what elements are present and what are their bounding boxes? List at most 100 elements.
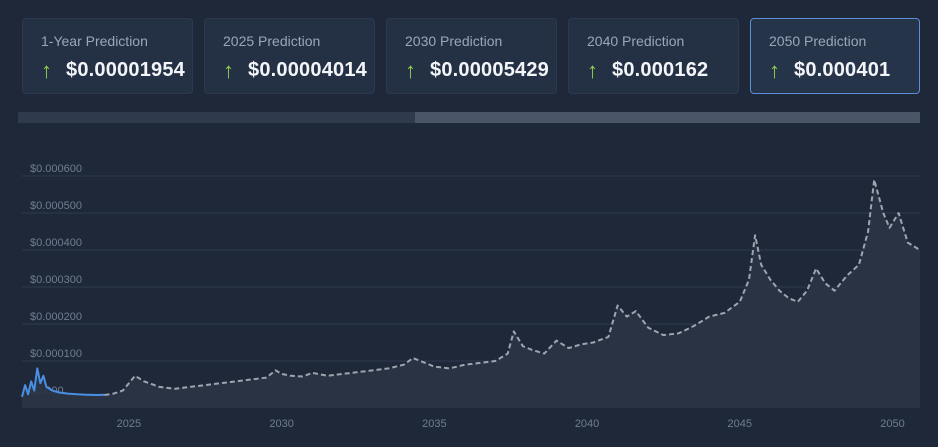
data-point <box>250 379 252 381</box>
y-tick-label: $0.000100 <box>30 348 82 360</box>
card-label: 2030 Prediction <box>405 33 503 49</box>
prediction-card-1-year[interactable]: 1-Year Prediction ↑ $0.00001954 <box>22 18 193 94</box>
data-point <box>42 375 44 377</box>
data-point <box>739 301 741 303</box>
card-value: $0.000162 <box>612 59 709 81</box>
data-point <box>635 310 637 312</box>
data-point <box>265 377 267 379</box>
card-value: $0.00004014 <box>248 59 367 81</box>
data-point <box>326 375 328 377</box>
card-value: $0.00001954 <box>66 59 185 81</box>
data-point <box>412 357 414 359</box>
data-point <box>824 282 826 284</box>
card-label: 2040 Prediction <box>587 33 685 49</box>
up-arrow-icon: ↑ <box>405 57 416 83</box>
data-point <box>626 316 628 318</box>
data-point <box>769 279 771 281</box>
y-tick-label: $0.000500 <box>30 200 82 212</box>
data-point <box>708 316 710 318</box>
area-fill <box>22 179 920 407</box>
data-point <box>531 349 533 351</box>
prediction-cards: 1-Year Prediction ↑ $0.00001954 2025 Pre… <box>22 18 920 96</box>
x-tick-label: 2025 <box>117 418 141 430</box>
historical-price-line <box>21 367 105 398</box>
data-point <box>797 301 799 303</box>
data-point <box>513 330 515 332</box>
data-point <box>122 390 124 392</box>
prediction-card-2050[interactable]: 2050 Prediction ↑ $0.000401 <box>750 18 920 94</box>
data-point <box>189 386 191 388</box>
data-point <box>158 386 160 388</box>
data-point <box>424 362 426 364</box>
data-point <box>134 375 136 377</box>
data-point <box>858 264 860 266</box>
up-arrow-icon: ↑ <box>223 57 234 83</box>
data-point <box>647 327 649 329</box>
data-point <box>403 364 405 366</box>
data-point <box>479 362 481 364</box>
card-label: 1-Year Prediction <box>41 33 148 49</box>
data-point <box>662 334 664 336</box>
card-value: $0.00005429 <box>430 59 549 81</box>
data-point <box>174 388 176 390</box>
data-point <box>556 340 558 342</box>
data-point <box>103 394 105 396</box>
data-point <box>311 372 313 374</box>
data-point <box>449 367 451 369</box>
data-point <box>433 366 435 368</box>
data-point <box>907 242 909 244</box>
data-point <box>290 375 292 377</box>
data-point <box>592 342 594 344</box>
x-tick-label: 2050 <box>880 418 904 430</box>
data-point <box>76 393 78 395</box>
data-point <box>754 234 756 236</box>
prediction-card-2025[interactable]: 2025 Prediction ↑ $0.00004014 <box>204 18 375 94</box>
data-point <box>607 336 609 338</box>
data-point <box>113 393 115 395</box>
data-point <box>760 264 762 266</box>
data-point <box>867 231 869 233</box>
data-point <box>678 332 680 334</box>
data-point <box>568 347 570 349</box>
data-point <box>507 353 509 355</box>
data-point <box>45 386 47 388</box>
data-point <box>52 390 54 392</box>
y-tick-label: $0.000200 <box>30 311 82 323</box>
card-value: $0.000401 <box>794 59 891 81</box>
prediction-card-2040[interactable]: 2040 Prediction ↑ $0.000162 <box>568 18 739 94</box>
data-point <box>128 382 130 384</box>
data-point <box>372 369 374 371</box>
data-point <box>24 384 26 386</box>
scrollbar-thumb[interactable] <box>414 112 920 123</box>
data-point <box>815 268 817 270</box>
data-point <box>888 227 890 229</box>
y-tick-label: $0.000300 <box>30 274 82 286</box>
data-point <box>357 371 359 373</box>
data-point <box>617 305 619 307</box>
data-point <box>281 373 283 375</box>
data-point <box>882 212 884 214</box>
data-point <box>388 367 390 369</box>
data-point <box>833 290 835 292</box>
data-point <box>788 297 790 299</box>
data-point <box>67 393 69 395</box>
data-point <box>778 290 780 292</box>
up-arrow-icon: ↑ <box>41 57 52 83</box>
data-point <box>143 380 145 382</box>
x-tick-label: 2040 <box>575 418 599 430</box>
data-point <box>846 275 848 277</box>
data-point <box>543 353 545 355</box>
x-tick-label: 2045 <box>728 418 752 430</box>
predicted-price-line <box>104 178 921 396</box>
data-point <box>724 312 726 314</box>
up-arrow-icon: ↑ <box>587 57 598 83</box>
chart-range-scrollbar[interactable] <box>18 112 920 123</box>
data-point <box>806 290 808 292</box>
data-point <box>235 380 237 382</box>
prediction-card-2030[interactable]: 2030 Prediction ↑ $0.00005429 <box>386 18 557 94</box>
up-arrow-icon: ↑ <box>769 57 780 83</box>
x-tick-label: 2035 <box>422 418 446 430</box>
y-tick-label: $0.000600 <box>30 163 82 175</box>
data-point <box>464 364 466 366</box>
